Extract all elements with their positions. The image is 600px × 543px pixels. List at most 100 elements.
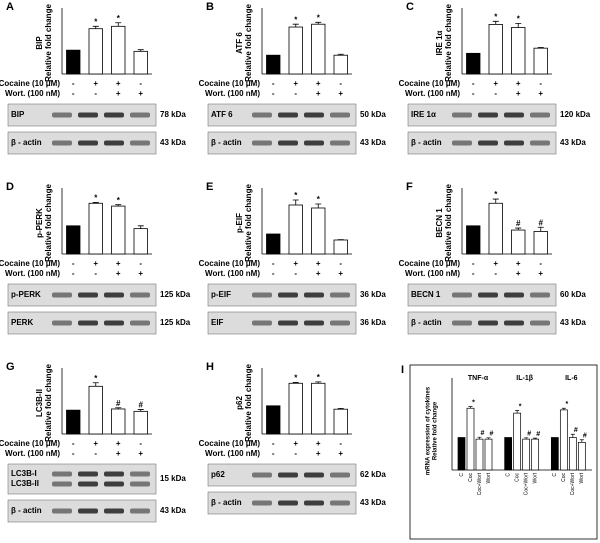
group-label: IL-6 xyxy=(565,375,578,382)
blot-band xyxy=(330,140,350,146)
error-bar xyxy=(524,437,529,440)
blot-size: 43 kDa xyxy=(560,138,586,147)
treatment-label: Wort. (100 nM) xyxy=(5,89,60,98)
blot-band xyxy=(252,500,272,506)
blot-band xyxy=(104,508,124,514)
bar xyxy=(311,382,326,435)
error-bar xyxy=(92,25,99,29)
blot-label: β - actin xyxy=(11,506,42,515)
treatment-mark: + xyxy=(138,269,143,278)
blot-band xyxy=(304,500,324,506)
blot-band xyxy=(52,140,72,146)
blot-band xyxy=(504,320,524,326)
treatment-mark: - xyxy=(339,259,342,268)
blot-size: 60 kDa xyxy=(560,290,586,299)
error-bar xyxy=(315,203,322,208)
error-bar xyxy=(533,437,538,440)
significance-mark: * xyxy=(317,13,321,22)
blot-label: β - actin xyxy=(11,138,42,147)
y-axis-label: Relative fold change xyxy=(444,4,453,82)
blot-band xyxy=(304,112,324,118)
treatment-mark: - xyxy=(94,269,97,278)
bar xyxy=(475,438,484,471)
treatment-mark: - xyxy=(72,269,75,278)
treatment-mark: + xyxy=(316,439,321,448)
blot-band xyxy=(452,140,472,146)
treatment-mark: - xyxy=(72,439,75,448)
bar xyxy=(466,225,481,255)
blot-band xyxy=(304,292,324,298)
panel-letter: H xyxy=(206,361,214,373)
error-bar xyxy=(115,204,122,207)
bar xyxy=(88,28,103,75)
bar xyxy=(533,231,548,255)
bar-label: C xyxy=(552,473,558,477)
blot-band xyxy=(104,112,124,118)
treatment-mark: + xyxy=(516,269,521,278)
blot-size: 43 kDa xyxy=(360,138,386,147)
bar xyxy=(533,47,548,75)
treatment-label: Cocaine (10 μM) xyxy=(399,259,461,268)
treatment-mark: + xyxy=(338,89,343,98)
y-axis-label: Relative fold change xyxy=(444,184,453,262)
blot-band xyxy=(452,320,472,326)
blot-band xyxy=(104,471,124,477)
significance-mark: # xyxy=(583,433,587,440)
blot-size: 78 kDa xyxy=(160,110,186,119)
y-axis-label: p-EIF xyxy=(235,213,244,233)
treatment-mark: + xyxy=(516,89,521,98)
y-axis-label: Relative fold change xyxy=(244,184,253,262)
blot-band xyxy=(78,471,98,477)
bar xyxy=(266,54,281,75)
y-axis-label: mRNA expression of cytokines xyxy=(426,386,432,475)
bar-label: Coc xyxy=(468,473,474,482)
treatment-mark: - xyxy=(494,269,497,278)
y-axis-label: Relative fold change xyxy=(44,4,53,82)
treatment-mark: + xyxy=(338,449,343,458)
panel-letter: D xyxy=(6,181,14,193)
bar-label: Coc+Wort xyxy=(523,472,529,495)
treatment-mark: - xyxy=(272,439,275,448)
error-bar xyxy=(137,225,144,229)
error-bar xyxy=(115,22,122,27)
blot-size: 62 kDa xyxy=(360,470,386,479)
blot-label: LC3B-II xyxy=(11,479,39,488)
blot-band xyxy=(130,508,150,514)
blot-band xyxy=(530,140,550,146)
group-label: TNF-α xyxy=(468,375,489,382)
blot-label: p62 xyxy=(211,470,225,479)
bar xyxy=(522,438,531,471)
blot-band xyxy=(278,292,298,298)
blot-size: 120 kDa xyxy=(560,110,591,119)
treatment-mark: + xyxy=(493,79,498,88)
blot-label: p-PERK xyxy=(11,290,41,299)
bar xyxy=(111,25,126,75)
bar xyxy=(311,23,326,75)
treatment-mark: + xyxy=(516,259,521,268)
blot-band xyxy=(130,292,150,298)
bar xyxy=(504,437,513,471)
bar xyxy=(66,409,81,435)
treatment-label: Cocaine (10 μM) xyxy=(199,79,261,88)
error-bar xyxy=(515,227,522,231)
treatment-mark: + xyxy=(93,439,98,448)
blot-label: β - actin xyxy=(211,138,242,147)
blot-label: β - actin xyxy=(211,498,242,507)
treatment-mark: - xyxy=(72,259,75,268)
treatment-label: Cocaine (10 μM) xyxy=(399,79,461,88)
blot-band xyxy=(52,481,72,487)
treatment-mark: - xyxy=(294,449,297,458)
bar xyxy=(457,437,466,471)
error-bar xyxy=(337,407,344,410)
significance-mark: * xyxy=(117,196,121,205)
treatment-mark: + xyxy=(93,259,98,268)
treatment-mark: - xyxy=(539,259,542,268)
blot-band xyxy=(478,112,498,118)
significance-mark: # xyxy=(139,401,144,410)
group-label: IL-1β xyxy=(516,375,533,382)
treatment-label: Wort. (100 nM) xyxy=(205,449,260,458)
blot-label: BECN 1 xyxy=(411,290,441,299)
blot-band xyxy=(52,112,72,118)
error-bar xyxy=(486,437,491,440)
blot-band xyxy=(278,320,298,326)
